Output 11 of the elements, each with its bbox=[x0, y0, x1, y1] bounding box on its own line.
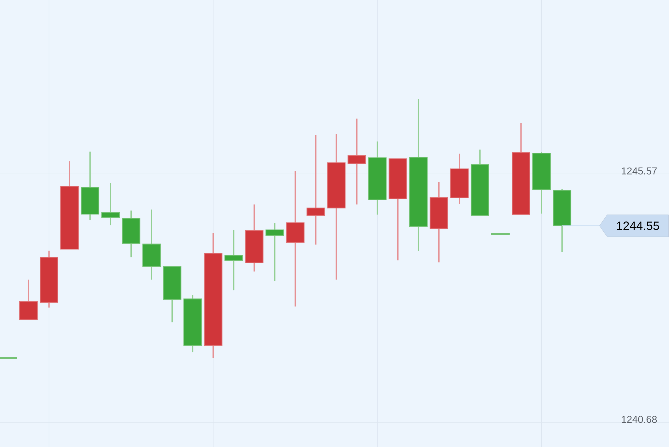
candlestick bbox=[348, 118, 366, 206]
candlestick bbox=[306, 134, 326, 246]
candlestick bbox=[142, 209, 162, 281]
y-tick-label: 1240.68 bbox=[622, 416, 658, 424]
y-tick-label: 1245.57 bbox=[622, 168, 657, 175]
candlestick bbox=[266, 222, 284, 282]
candlestick bbox=[102, 182, 120, 226]
candlestick bbox=[20, 279, 38, 321]
ref-line-label: 1244.55 bbox=[617, 222, 660, 230]
candlestick bbox=[286, 170, 305, 308]
candlestick bbox=[224, 229, 244, 292]
